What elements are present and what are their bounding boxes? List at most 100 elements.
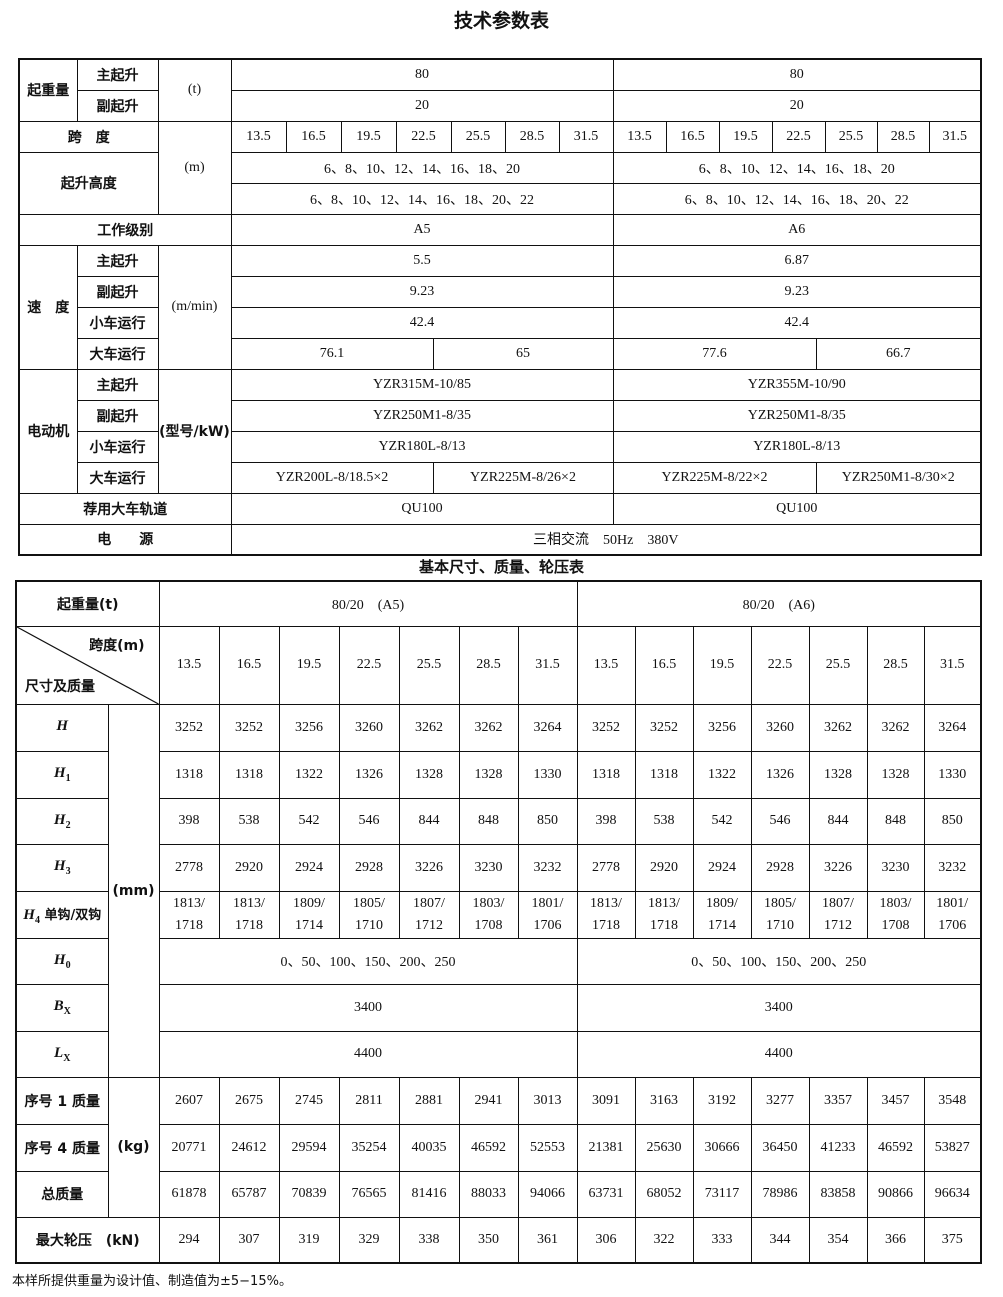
table-cell: 88033	[458, 1170, 519, 1218]
split-container: 77.6 66.7	[612, 337, 982, 370]
table-cell: 1813/ 1718	[576, 890, 636, 939]
table-cell: 306	[576, 1216, 636, 1264]
table-cell: 542	[278, 797, 340, 845]
table-cell: 3260	[750, 703, 810, 752]
table-cell: YZR180L-8/13	[612, 430, 982, 463]
table-cell: 73117	[692, 1170, 752, 1218]
table-cell: 1318	[218, 750, 280, 799]
table-cell: 1326	[338, 750, 400, 799]
row-label: 小车运行	[76, 306, 159, 339]
table-cell: 329	[338, 1216, 400, 1264]
table-cell: 6、8、10、12、14、16、18、20	[612, 151, 982, 184]
dims-table-title: 基本尺寸、质量、轮压表	[418, 558, 584, 576]
table-cell: 16.5	[665, 120, 720, 153]
table-cell: 1322	[278, 750, 340, 799]
table-cell: 850	[517, 797, 578, 845]
table-cell: 1328	[808, 750, 868, 799]
table-cell: 16.5	[634, 625, 694, 705]
table-cell: 41233	[808, 1123, 868, 1172]
symbol: H	[53, 951, 66, 968]
symbol: H	[53, 811, 66, 828]
table-cell: 22.5	[771, 120, 826, 153]
table-cell: 25.5	[808, 625, 868, 705]
symbol: H	[53, 858, 66, 874]
power-label: 电 源	[18, 523, 232, 556]
table-row: 速 度主起升 (m/min) 5.5 6.87	[18, 244, 982, 370]
symbol-subscript: 0	[65, 959, 71, 971]
table-cell: 19.5	[692, 625, 752, 705]
table-cell: 25.5	[450, 120, 506, 153]
table-cell: 76.1	[232, 339, 434, 368]
table-cell: 5.5	[230, 244, 614, 277]
unit-label: (mm)	[107, 703, 160, 1078]
table-cell: 1813/ 1718	[218, 890, 280, 939]
table-row: 电 源三相交流 50Hz 380V	[18, 523, 982, 556]
table-cell: 21381	[576, 1123, 636, 1172]
table-cell: 3192	[692, 1076, 752, 1125]
table-cell: 19.5	[340, 120, 397, 153]
symbol: L	[54, 1044, 64, 1061]
table-cell: 2928	[750, 843, 810, 892]
table-cell: 1813/ 1718	[158, 890, 220, 939]
table-cell: YZR200L-8/18.5×2	[232, 463, 434, 492]
table-cell: YZR315M-10/85	[230, 368, 614, 401]
table-cell: 35254	[338, 1123, 400, 1172]
table-cell: 3264	[517, 703, 578, 752]
table-cell: 3091	[576, 1076, 636, 1125]
mass-label: 序号 4 质量	[15, 1123, 109, 1172]
table-row: 小车运行 42.4 42.4	[19, 306, 982, 339]
table-row: 电动机 主起升 (型号/kW) YZR315M-10/85 YZR355M-10/90	[18, 368, 982, 494]
table-cell: 3226	[398, 843, 460, 892]
table-cell: 3262	[398, 703, 460, 752]
row-label: 大车运行	[76, 461, 159, 494]
span-header-label: 跨度(m)	[89, 637, 145, 654]
dimension-label: H2	[15, 797, 109, 845]
table-cell: 848	[458, 797, 519, 845]
table-cell: 70839	[278, 1170, 340, 1218]
table-cell: 6、8、10、12、14、16、18、20、22	[612, 182, 982, 215]
table-cell: 1809/ 1714	[278, 890, 340, 939]
table-cell: 1813/ 1718	[634, 890, 694, 939]
table-cell: 1803/ 1708	[866, 890, 925, 939]
table-cell: 1328	[866, 750, 925, 799]
table-cell: 13.5	[230, 120, 287, 153]
aux-hoist-label: 副起升	[76, 89, 159, 122]
table-cell: 2811	[338, 1076, 400, 1125]
dimension-label: H0	[15, 937, 109, 985]
symbol-subscript: 3	[65, 866, 71, 877]
table-cell: 366	[866, 1216, 925, 1264]
table-row: 起重量(t) 80/20 (A5) 80/20 (A6)	[15, 580, 982, 627]
table-cell: 31.5	[517, 625, 578, 705]
table-cell: 61878	[158, 1170, 220, 1218]
table-cell: 3252	[634, 703, 694, 752]
table-cell: 52553	[517, 1123, 578, 1172]
table-cell: 338	[398, 1216, 460, 1264]
table-cell: 1807/ 1712	[808, 890, 868, 939]
table-row: 荐用大车轨道 QU100 QU100	[18, 492, 982, 525]
table-cell: 20	[612, 89, 982, 122]
table-cell: 19.5	[718, 120, 773, 153]
row-label: 小车运行	[76, 430, 159, 463]
table-cell: 94066	[517, 1170, 578, 1218]
table-row: 起升高度 6、8、10、12、14、16、18、20 6、8、10、12、14、16…	[18, 151, 982, 215]
table-row: 副起升 YZR250M1-8/35 YZR250M1-8/35	[19, 399, 982, 432]
table-cell: 542	[692, 797, 752, 845]
row-label: 大车运行	[76, 337, 159, 370]
table-row: 工作级别 A5 A6	[18, 213, 982, 246]
table-cell: 9.23	[230, 275, 614, 308]
table-cell: 83858	[808, 1170, 868, 1218]
table-cell: 307	[218, 1216, 280, 1264]
table-cell: 36450	[750, 1123, 810, 1172]
diagonal-header: 跨度(m) 尺寸及质量	[15, 625, 160, 705]
table-cell: 354	[808, 1216, 868, 1264]
main-hoist-label: 主起升	[76, 58, 159, 91]
table-cell: 40035	[398, 1123, 460, 1172]
lift-height-label: 起升高度	[18, 151, 159, 215]
table-cell: 68052	[634, 1170, 694, 1218]
table-cell: 2675	[218, 1076, 280, 1125]
table-cell: 398	[158, 797, 220, 845]
unit-label: (kg)	[107, 1076, 160, 1218]
dimension-label: H	[15, 703, 109, 752]
table-cell: 3013	[517, 1076, 578, 1125]
table-cell: 4400	[158, 1030, 578, 1078]
